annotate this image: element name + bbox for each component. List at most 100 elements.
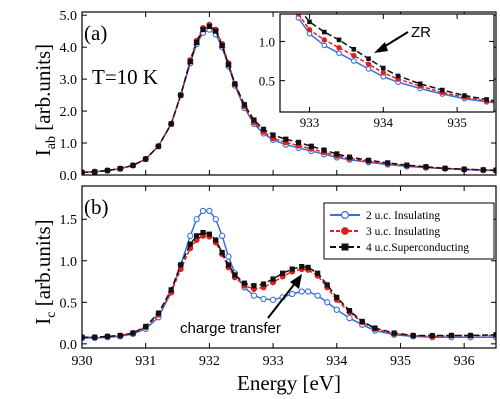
data-point-4-u-c-superconducting	[130, 330, 136, 336]
x-tick-label: 931	[135, 354, 156, 369]
panel-a-ylabel-rest: [arb.units]	[31, 44, 55, 136]
data-point-4-u-c-superconducting	[351, 46, 357, 52]
data-point-4-u-c-superconducting	[241, 102, 248, 108]
data-point-4-u-c-superconducting	[194, 39, 200, 45]
data-point-4-u-c-superconducting	[467, 332, 474, 339]
data-point-2-u-c-insulating	[225, 253, 232, 260]
data-point-4-u-c-superconducting	[493, 167, 496, 173]
panel-b-y-axis-label: Ic [arb.units]	[31, 219, 59, 324]
x-tick-label: 932	[199, 354, 220, 369]
data-point-4-u-c-superconducting	[346, 154, 353, 160]
data-point-2-u-c-insulating	[115, 107, 120, 112]
x-tick-label: 934	[326, 354, 347, 369]
data-point-4-u-c-superconducting	[130, 162, 136, 169]
data-point-4-u-c-superconducting	[270, 132, 276, 138]
data-point-4-u-c-superconducting	[219, 42, 225, 49]
data-point-2-u-c-insulating	[130, 102, 135, 107]
data-point-4-u-c-superconducting	[308, 143, 314, 149]
data-point-4-u-c-superconducting	[232, 272, 238, 278]
data-point-4-u-c-superconducting	[480, 167, 486, 173]
axes-frame	[81, 11, 497, 176]
data-point-2-u-c-insulating	[160, 78, 165, 83]
data-point-4-u-c-superconducting	[289, 266, 295, 272]
data-point-4-u-c-superconducting	[404, 162, 410, 168]
legend-box	[323, 202, 495, 260]
data-point-4-u-c-superconducting	[334, 294, 340, 300]
data-point-4-u-c-superconducting	[178, 92, 184, 98]
data-point-2-u-c-insulating	[336, 50, 342, 57]
data-point-3-u-c-insulating	[321, 37, 327, 43]
zr-annotation: ZR	[411, 24, 431, 41]
data-point-3-u-c-insulating	[306, 26, 313, 33]
data-point-4-u-c-superconducting	[160, 78, 165, 83]
data-point-2-u-c-insulating	[193, 216, 200, 223]
data-point-4-u-c-superconducting	[225, 262, 232, 268]
data-point-2-u-c-insulating	[333, 306, 340, 313]
axes-frame	[279, 13, 495, 113]
panel-b-letter: (b)	[84, 195, 109, 219]
data-point-4-u-c-superconducting	[174, 47, 179, 52]
data-point-2-u-c-insulating	[250, 292, 258, 299]
data-point-3-u-c-insulating	[115, 107, 120, 112]
data-point-4-u-c-superconducting	[321, 29, 327, 35]
y-tick-label: 2.0	[60, 105, 78, 120]
data-point-4-u-c-superconducting	[117, 332, 123, 339]
x-tick-label: 935	[447, 115, 467, 130]
data-point-4-u-c-superconducting	[187, 241, 193, 247]
data-point-4-u-c-superconducting	[241, 280, 248, 286]
data-point-2-u-c-insulating	[321, 42, 328, 49]
data-point-2-u-c-insulating	[260, 295, 267, 303]
data-point-4-u-c-superconducting	[462, 93, 467, 98]
data-point-4-u-c-superconducting	[206, 231, 212, 237]
data-point-2-u-c-insulating	[145, 94, 150, 99]
data-point-4-u-c-superconducting	[194, 233, 200, 239]
data-point-2-u-c-insulating	[101, 110, 106, 115]
data-point-4-u-c-superconducting	[213, 237, 219, 243]
data-point-4-u-c-superconducting	[206, 23, 212, 29]
legend-label-3uc: 3 u.c. Insulating	[366, 226, 440, 238]
legend-label-4uc: 4 u.c.Superconducting	[366, 242, 469, 254]
data-point-4-u-c-superconducting	[385, 160, 391, 166]
data-point-4-u-c-superconducting	[168, 287, 174, 293]
data-point-4-u-c-superconducting	[336, 37, 342, 43]
y-tick-label: 0.0	[60, 169, 78, 184]
series-line-4-u-c-superconducting	[302, 14, 494, 102]
data-point-3-u-c-insulating	[174, 47, 179, 52]
legend-marker-2uc	[341, 211, 350, 220]
data-point-4-u-c-superconducting	[366, 157, 372, 163]
data-point-2-u-c-insulating	[314, 292, 321, 299]
charge-transfer-arrow	[267, 274, 302, 319]
data-point-3-u-c-insulating	[380, 70, 387, 76]
data-point-4-u-c-superconducting	[251, 283, 257, 289]
plot-area	[82, 207, 496, 342]
data-point-2-u-c-insulating	[199, 207, 207, 215]
x-tick-label: 935	[390, 354, 411, 369]
data-point-4-u-c-superconducting	[260, 126, 267, 132]
data-point-4-u-c-superconducting	[178, 262, 184, 268]
data-point-3-u-c-insulating	[365, 61, 372, 67]
data-point-4-u-c-superconducting	[484, 97, 489, 102]
y-tick-label: 1.5	[60, 213, 78, 228]
data-point-4-u-c-superconducting	[359, 318, 365, 325]
data-point-4-u-c-superconducting	[143, 323, 149, 329]
data-point-3-u-c-insulating	[101, 110, 106, 115]
data-point-4-u-c-superconducting	[101, 110, 106, 115]
y-tick-label: 1.0	[259, 34, 275, 49]
series-line-4-u-c-superconducting	[82, 25, 496, 174]
legend: 2 u.c. Insulating 3 u.c. Insulating 4 u.…	[323, 202, 495, 260]
x-tick-label: 933	[300, 115, 320, 130]
data-point-4-u-c-superconducting	[168, 121, 174, 127]
data-point-2-u-c-insulating	[212, 216, 219, 223]
panel-a-ylabel-sub: ab	[44, 136, 59, 149]
zr-arrow	[374, 31, 409, 53]
data-point-4-u-c-superconducting	[381, 65, 386, 71]
data-point-4-u-c-superconducting	[104, 167, 111, 174]
data-point-2-u-c-insulating	[324, 299, 331, 306]
data-point-4-u-c-superconducting	[307, 19, 312, 25]
series-line-3-u-c-insulating	[297, 14, 494, 103]
data-point-4-u-c-superconducting	[92, 169, 98, 175]
data-point-4-u-c-superconducting	[260, 281, 267, 287]
data-point-4-u-c-superconducting	[115, 107, 120, 112]
y-tick-label: 3.0	[60, 73, 78, 88]
data-point-4-u-c-superconducting	[200, 229, 206, 236]
